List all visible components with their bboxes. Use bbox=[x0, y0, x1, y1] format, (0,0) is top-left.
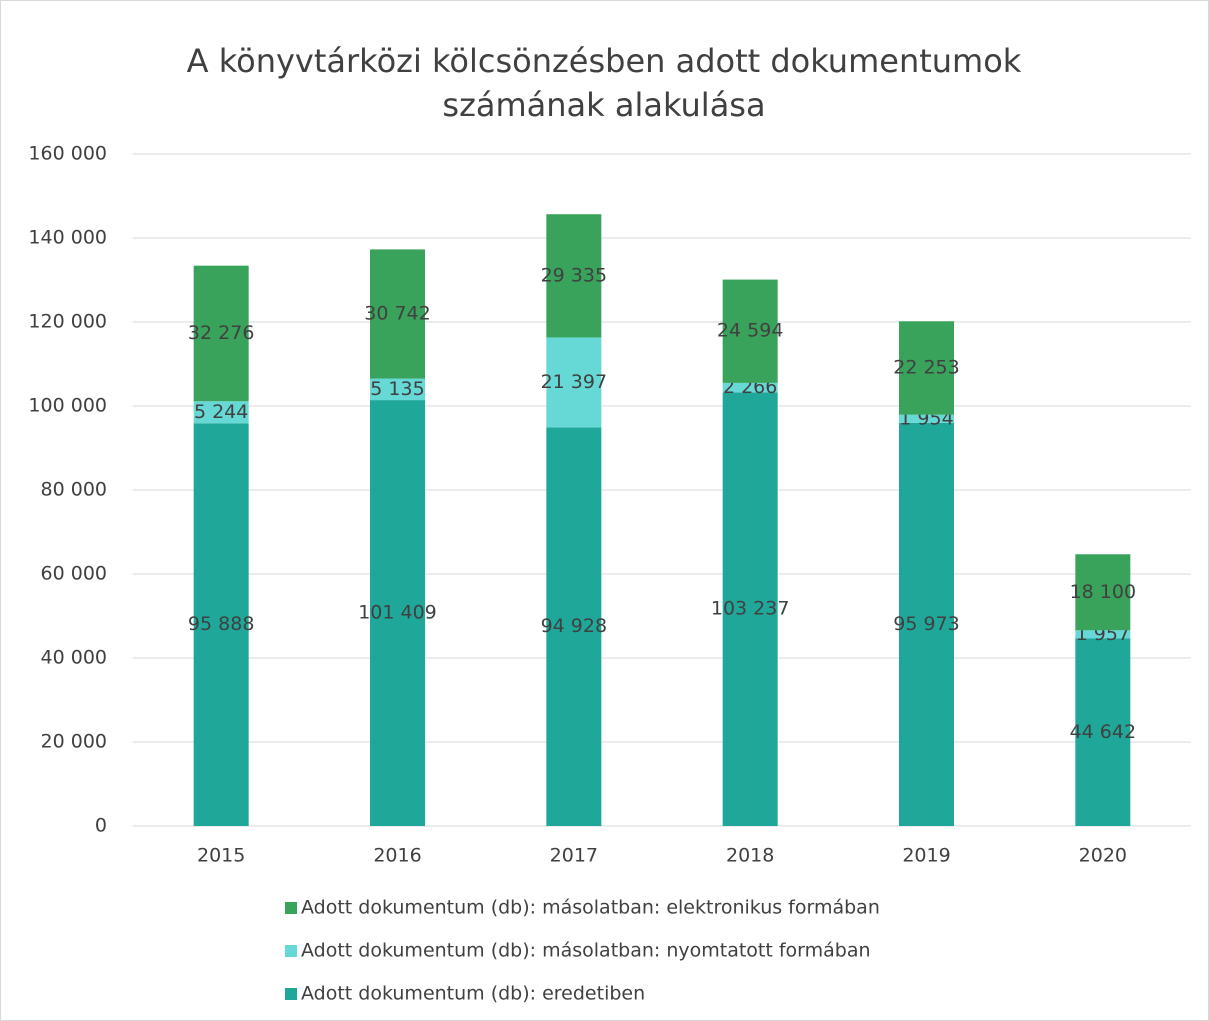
bar-segment bbox=[1075, 638, 1131, 826]
data-label: 18 100 bbox=[1070, 581, 1136, 603]
bar-segment bbox=[899, 321, 954, 415]
bar-segment bbox=[722, 279, 778, 383]
data-label: 5 244 bbox=[194, 401, 248, 423]
legend-label: Adott dokumentum (db): eredetiben bbox=[301, 983, 645, 1005]
bar-segment bbox=[370, 378, 425, 401]
data-label: 30 742 bbox=[364, 302, 430, 324]
data-label: 22 253 bbox=[893, 356, 959, 378]
bar-segment bbox=[722, 382, 778, 393]
data-label: 32 276 bbox=[188, 322, 254, 344]
data-label: 94 928 bbox=[541, 615, 607, 637]
data-label: 21 397 bbox=[541, 371, 607, 393]
legend-swatch bbox=[285, 945, 297, 957]
bar-segment bbox=[193, 423, 249, 826]
bar-segment bbox=[193, 401, 249, 424]
bar-segment bbox=[546, 427, 602, 826]
y-tick-label: 40 000 bbox=[41, 647, 107, 669]
bar-segment bbox=[370, 249, 425, 379]
data-label: 103 237 bbox=[711, 598, 790, 620]
data-label: 101 409 bbox=[358, 602, 437, 624]
y-tick-label: 80 000 bbox=[41, 479, 107, 501]
bar-segment bbox=[193, 265, 249, 402]
bar-segment bbox=[1075, 630, 1131, 639]
data-label: 29 335 bbox=[541, 264, 607, 286]
y-tick-label: 0 bbox=[95, 815, 107, 837]
y-tick-label: 20 000 bbox=[41, 731, 107, 753]
data-label: 44 642 bbox=[1070, 721, 1136, 743]
bar-segment bbox=[546, 337, 602, 428]
data-label: 95 888 bbox=[188, 613, 254, 635]
bar-segment bbox=[899, 414, 954, 423]
y-tick-label: 140 000 bbox=[28, 227, 107, 249]
x-tick-label: 2015 bbox=[197, 845, 245, 867]
bar-segment bbox=[899, 422, 954, 826]
data-label: 5 135 bbox=[370, 378, 424, 400]
x-tick-label: 2017 bbox=[550, 845, 598, 867]
bar-segment bbox=[1075, 554, 1131, 631]
legend-swatch bbox=[285, 988, 297, 1000]
data-label: 95 973 bbox=[893, 613, 959, 635]
y-tick-label: 160 000 bbox=[28, 143, 107, 165]
bar-segment bbox=[370, 400, 425, 826]
legend-label: Adott dokumentum (db): másolatban: nyomt… bbox=[301, 940, 871, 962]
x-tick-label: 2016 bbox=[373, 845, 421, 867]
bar-segment bbox=[722, 392, 778, 826]
legend-label: Adott dokumentum (db): másolatban: elekt… bbox=[301, 897, 880, 919]
bar-segment bbox=[546, 214, 602, 338]
y-tick-label: 120 000 bbox=[28, 311, 107, 333]
legend-swatch bbox=[285, 902, 297, 914]
y-tick-label: 60 000 bbox=[41, 563, 107, 585]
chart-title: A könyvtárközi kölcsönzésben adott dokum… bbox=[186, 42, 1022, 124]
x-tick-label: 2020 bbox=[1079, 845, 1127, 867]
x-tick-label: 2019 bbox=[902, 845, 950, 867]
x-tick-label: 2018 bbox=[726, 845, 774, 867]
y-tick-label: 100 000 bbox=[28, 395, 107, 417]
data-label: 24 594 bbox=[717, 320, 783, 342]
